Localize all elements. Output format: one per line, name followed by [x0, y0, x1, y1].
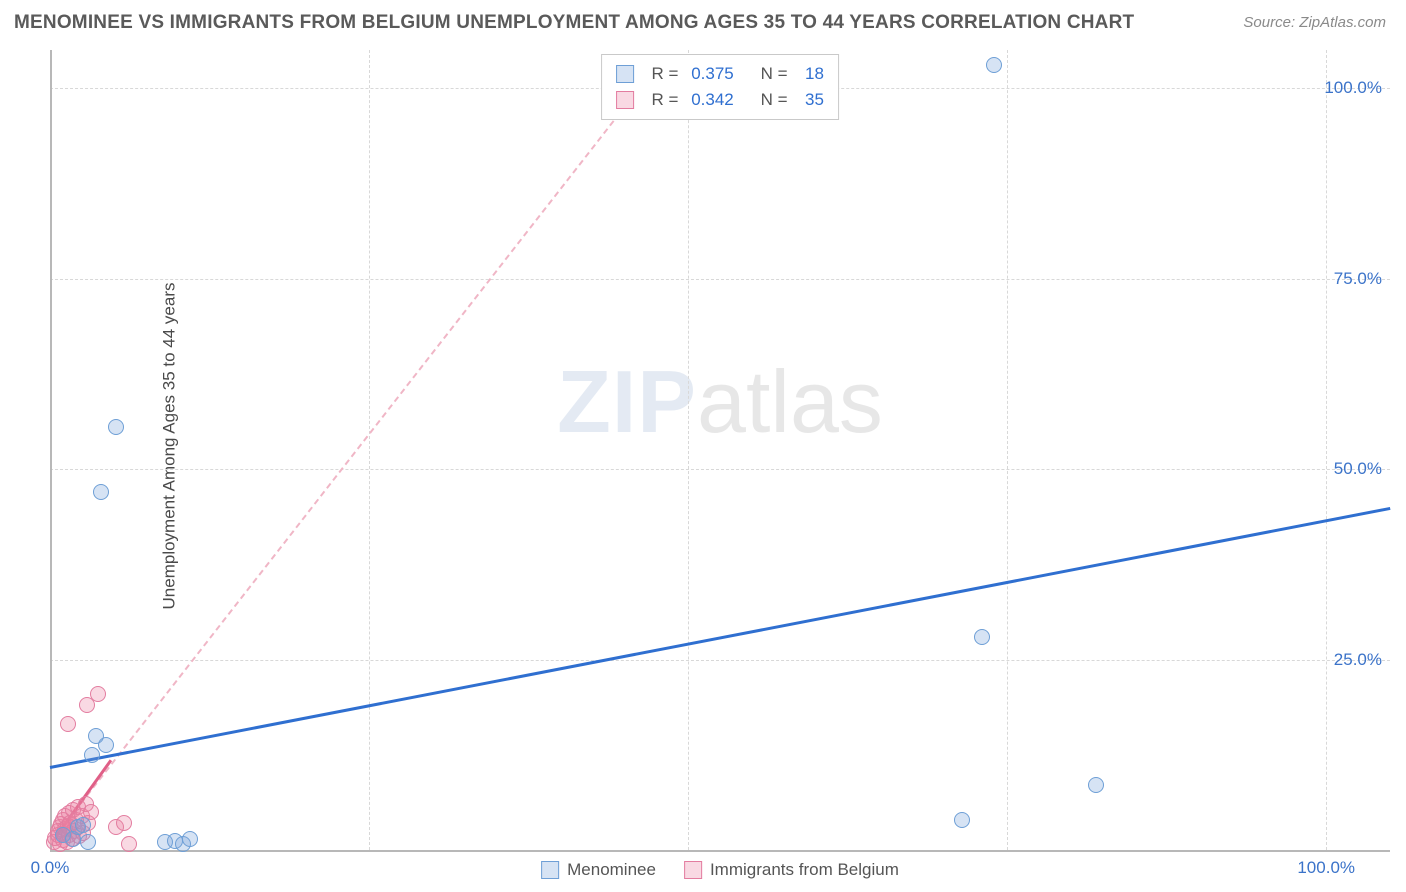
stats-label-r: R =	[642, 61, 683, 87]
source-prefix: Source:	[1243, 14, 1299, 31]
y-tick-label: 75.0%	[1334, 269, 1382, 289]
y-tick-label: 100.0%	[1324, 78, 1382, 98]
gridline-vertical	[369, 50, 370, 850]
legend-label: Menominee	[567, 860, 656, 880]
chart-title: MENOMINEE VS IMMIGRANTS FROM BELGIUM UNE…	[14, 12, 1134, 34]
data-point	[108, 419, 124, 435]
gridline-vertical	[1326, 50, 1327, 850]
stats-row: R = 0.375 N = 18	[616, 61, 824, 87]
series-legend: Menominee Immigrants from Belgium	[541, 860, 899, 880]
stats-value-n: 18	[800, 61, 824, 87]
data-point	[986, 57, 1002, 73]
y-tick-label: 25.0%	[1334, 650, 1382, 670]
legend-item: Immigrants from Belgium	[684, 860, 899, 880]
legend-swatch	[684, 861, 702, 879]
watermark: ZIPatlas	[557, 351, 883, 453]
chart-container: MENOMINEE VS IMMIGRANTS FROM BELGIUM UNE…	[0, 0, 1406, 892]
stats-label-n: N =	[742, 87, 793, 113]
legend-label: Immigrants from Belgium	[710, 860, 899, 880]
data-point	[80, 834, 96, 850]
data-point	[121, 836, 137, 852]
gridline-horizontal	[50, 660, 1390, 661]
data-point	[974, 629, 990, 645]
data-point	[93, 484, 109, 500]
gridline-horizontal	[50, 279, 1390, 280]
stats-value-r: 0.375	[691, 61, 734, 87]
source-label: Source: ZipAtlas.com	[1243, 14, 1386, 31]
legend-swatch	[541, 861, 559, 879]
gridline-horizontal	[50, 469, 1390, 470]
source-link[interactable]: ZipAtlas.com	[1299, 14, 1386, 31]
watermark-zip: ZIP	[557, 352, 697, 451]
data-point	[182, 831, 198, 847]
data-point	[98, 737, 114, 753]
data-point	[75, 817, 91, 833]
stats-value-n: 35	[800, 87, 824, 113]
stats-value-r: 0.342	[691, 87, 734, 113]
legend-swatch	[616, 91, 634, 109]
scatter-plot: ZIPatlas 25.0%50.0%75.0%100.0%0.0%100.0%…	[50, 50, 1390, 850]
trend-line	[50, 507, 1391, 769]
stats-label-n: N =	[742, 61, 793, 87]
y-axis	[50, 50, 52, 850]
legend-item: Menominee	[541, 860, 656, 880]
data-point	[90, 686, 106, 702]
stats-row: R = 0.342 N = 35	[616, 87, 824, 113]
data-point	[116, 815, 132, 831]
watermark-atlas: atlas	[697, 352, 883, 451]
y-tick-label: 50.0%	[1334, 459, 1382, 479]
gridline-vertical	[688, 50, 689, 850]
gridline-vertical	[1007, 50, 1008, 850]
x-tick-label: 0.0%	[31, 858, 70, 878]
stats-legend: R = 0.375 N = 18 R = 0.342 N = 35	[601, 54, 839, 120]
data-point	[60, 716, 76, 732]
stats-label-r: R =	[642, 87, 683, 113]
data-point	[1088, 777, 1104, 793]
legend-swatch	[616, 65, 634, 83]
x-axis	[50, 850, 1390, 852]
x-tick-label: 100.0%	[1297, 858, 1355, 878]
data-point	[84, 747, 100, 763]
trend-line	[49, 58, 663, 844]
data-point	[954, 812, 970, 828]
